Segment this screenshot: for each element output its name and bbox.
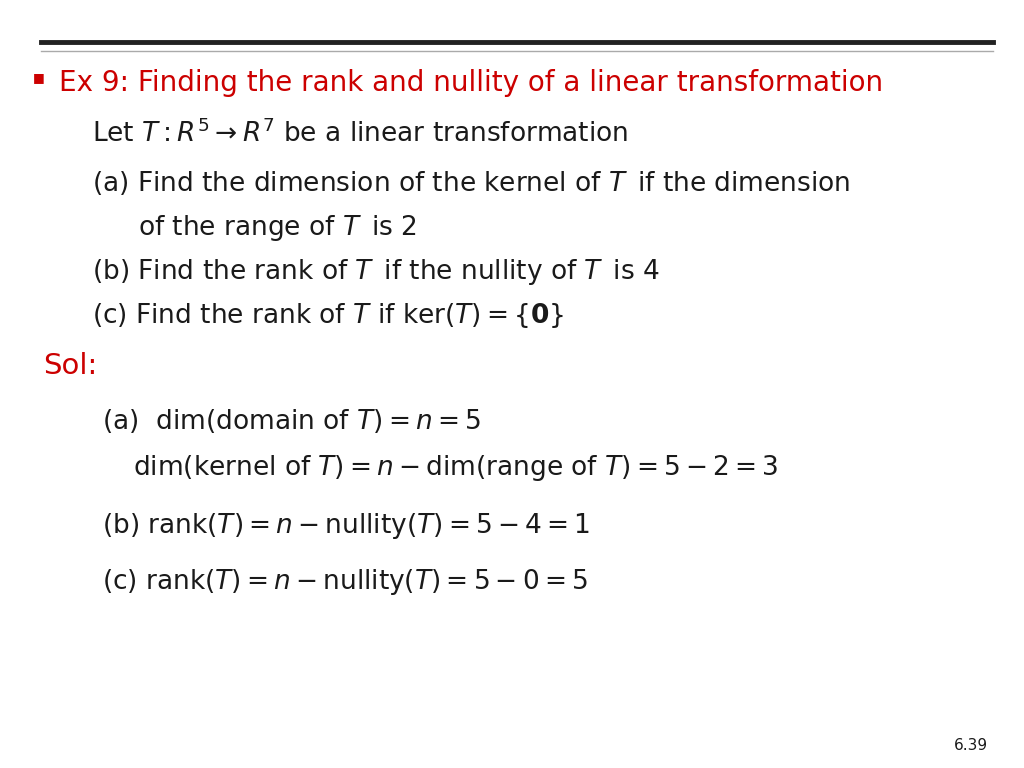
Text: ■: ■ [33,71,44,84]
Text: (c) rank$(T) = n-$nullity$(T) = 5-0 = 5$: (c) rank$(T) = n-$nullity$(T) = 5-0 = 5$ [102,567,588,597]
Text: Sol:: Sol: [43,352,97,379]
Text: dim(kernel of $T) = n-$dim(range of $T) = 5-2 = 3$: dim(kernel of $T) = n-$dim(range of $T) … [133,453,778,483]
Text: (a) Find the dimension of the kernel of $T\,$ if the dimension: (a) Find the dimension of the kernel of … [92,169,851,197]
Text: (b) Find the rank of $T\,$ if the nullity of $T\,$ is 4: (b) Find the rank of $T\,$ if the nullit… [92,257,659,286]
Text: 6.39: 6.39 [954,737,988,753]
Text: (a)  dim(domain of $T) = n = 5$: (a) dim(domain of $T) = n = 5$ [102,407,481,435]
Text: (b) rank$(T) = n-$nullity$(T) = 5-4 = 1$: (b) rank$(T) = n-$nullity$(T) = 5-4 = 1$ [102,511,591,541]
Text: Ex 9: Finding the rank and nullity of a linear transformation: Ex 9: Finding the rank and nullity of a … [59,69,884,97]
Text: of the range of $T\,$ is 2: of the range of $T\,$ is 2 [138,213,417,243]
Text: (c) Find the rank of $T$ if ker$(T) = \{\mathbf{0}\}$: (c) Find the rank of $T$ if ker$(T) = \{… [92,301,564,330]
Text: Let $T:R^5 \rightarrow R^7$ be a linear transformation: Let $T:R^5 \rightarrow R^7$ be a linear … [92,119,629,147]
